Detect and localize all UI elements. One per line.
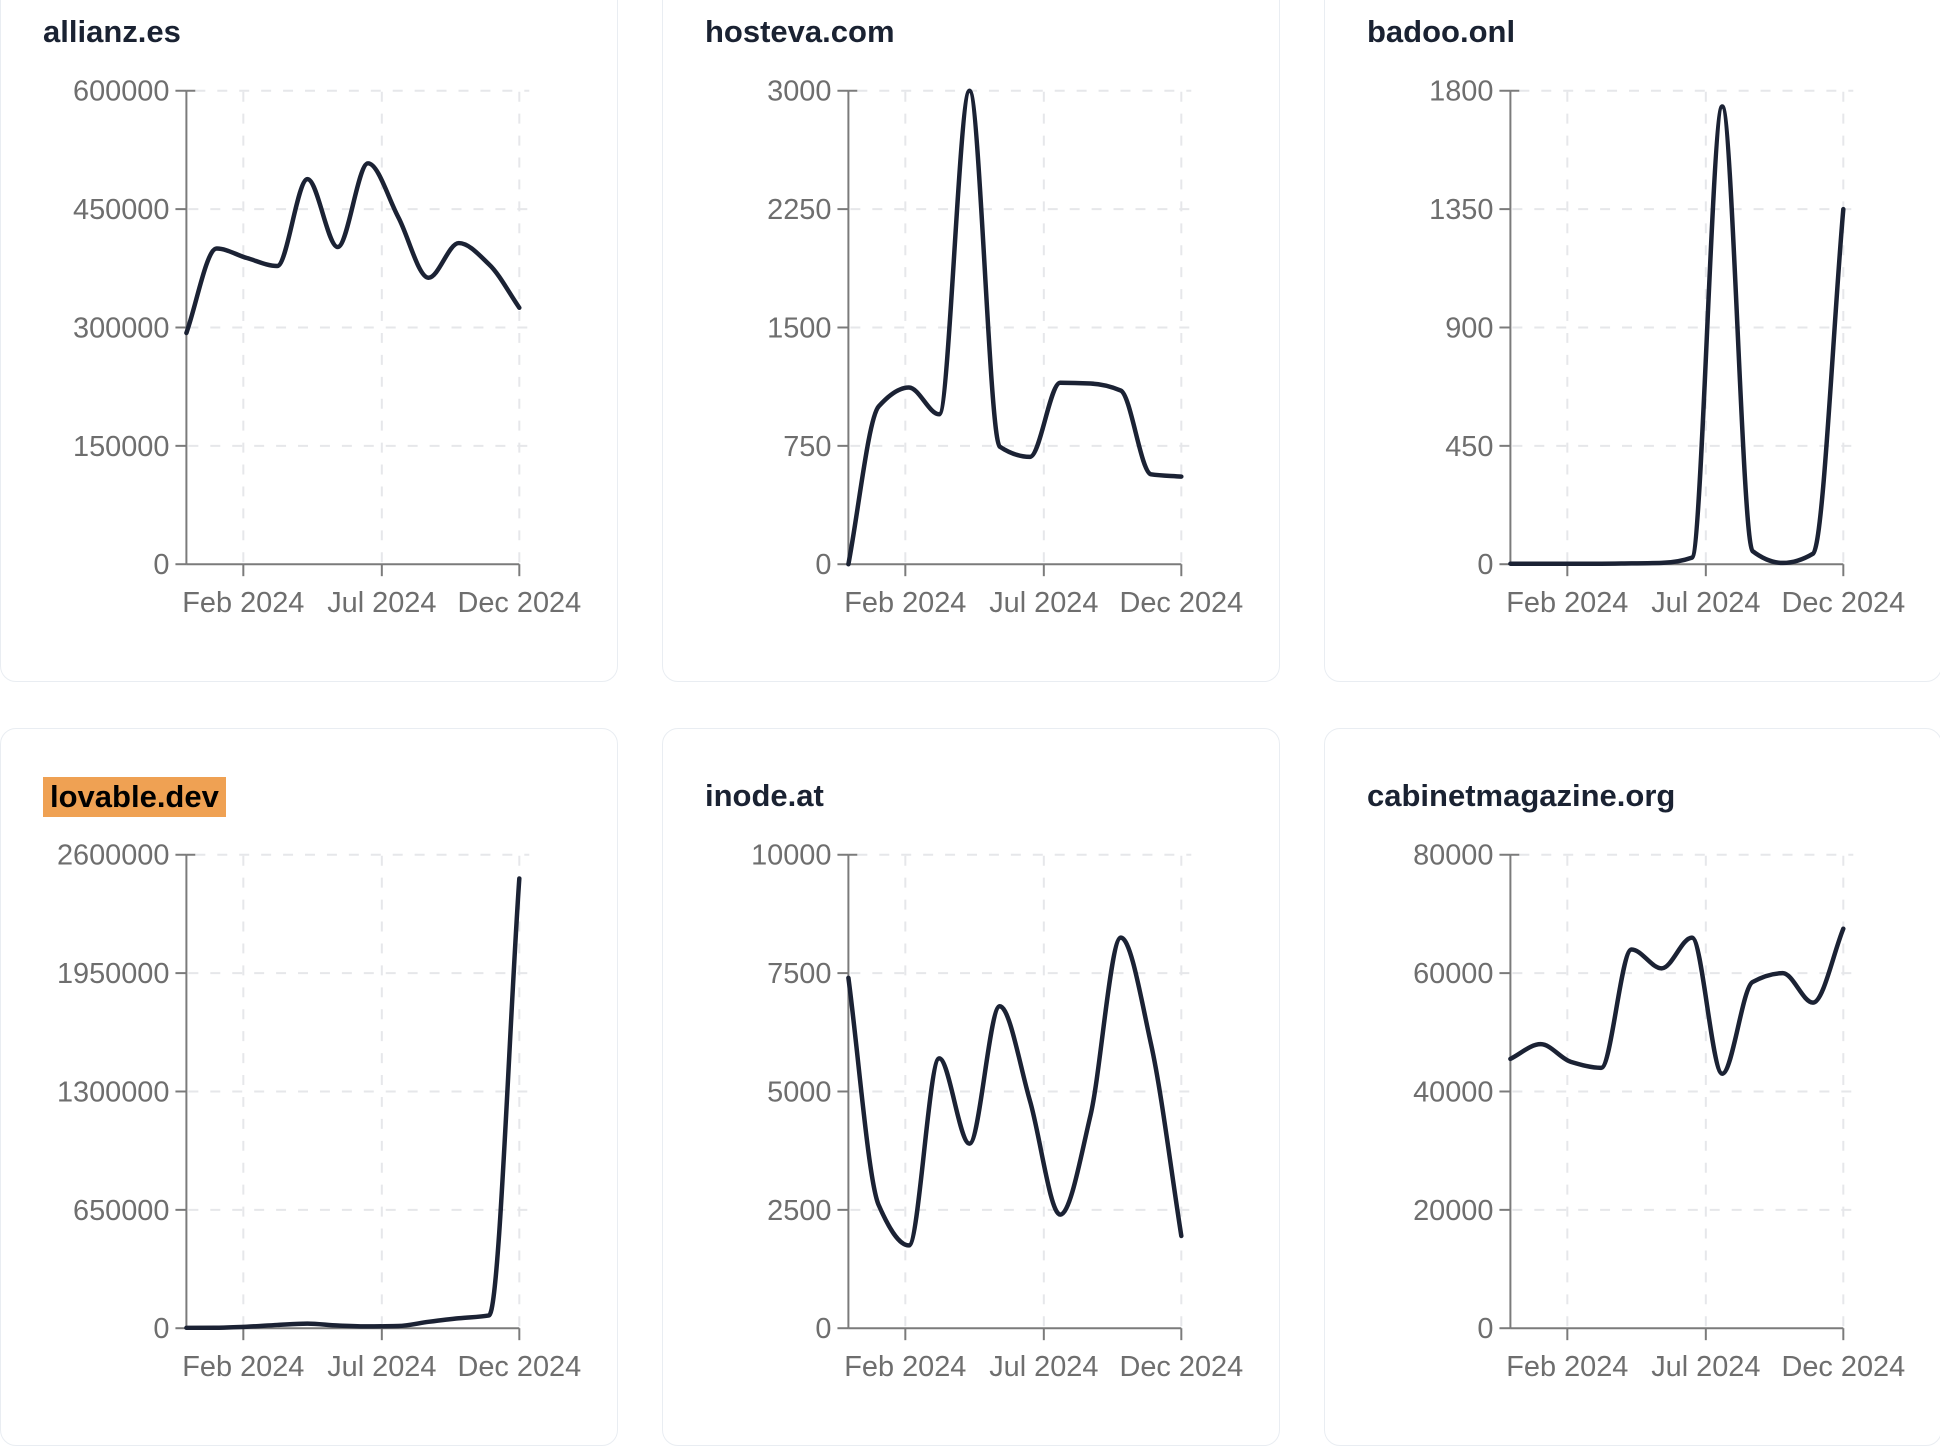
svg-text:Jul 2024: Jul 2024 — [327, 587, 436, 619]
svg-text:Feb 2024: Feb 2024 — [844, 587, 966, 619]
domain-card-cabinetmagazine-org[interactable]: cabinetmagazine.org 0 20000 40000 60000 8000… — [1324, 728, 1940, 1446]
domain-name-label: allianz.es — [43, 14, 181, 49]
domain-title: lovable.dev — [43, 777, 226, 817]
traffic-line-chart: 0 150000 300000 450000 600000 Feb 2024 Jul 202… — [73, 76, 581, 619]
svg-text:1300000: 1300000 — [57, 1076, 169, 1108]
svg-text:Jul 2024: Jul 2024 — [1651, 1351, 1760, 1383]
svg-text:0: 0 — [1477, 1313, 1493, 1345]
svg-text:Feb 2024: Feb 2024 — [182, 587, 304, 619]
svg-text:900: 900 — [1445, 312, 1493, 344]
domain-title: badoo.onl — [1367, 13, 1515, 51]
svg-text:80000: 80000 — [1413, 840, 1493, 872]
svg-text:Jul 2024: Jul 2024 — [1651, 587, 1760, 619]
svg-text:450: 450 — [1445, 431, 1493, 463]
svg-text:2500: 2500 — [767, 1195, 831, 1227]
svg-text:0: 0 — [1477, 549, 1493, 581]
domain-card-lovable-dev[interactable]: lovable.dev 0 650000 1300000 1950000 2600000… — [0, 728, 618, 1446]
svg-text:1500: 1500 — [767, 312, 831, 344]
traffic-line-chart: 0 20000 40000 60000 80000 Feb 2024 Jul 2024 Dec… — [1413, 840, 1905, 1383]
svg-text:Feb 2024: Feb 2024 — [1506, 587, 1628, 619]
svg-text:Dec 2024: Dec 2024 — [1119, 1351, 1243, 1383]
svg-text:7500: 7500 — [767, 958, 831, 990]
svg-text:Jul 2024: Jul 2024 — [327, 1351, 436, 1383]
domain-title: allianz.es — [43, 13, 181, 51]
domain-name-label: inode.at — [705, 778, 824, 813]
domain-name-label: badoo.onl — [1367, 14, 1516, 49]
svg-text:1800: 1800 — [1429, 76, 1493, 108]
traffic-line-chart: 0 2500 5000 7500 10000 Feb 2024 Jul 2024 Dec 20… — [751, 840, 1243, 1383]
svg-text:Jul 2024: Jul 2024 — [989, 587, 1098, 619]
svg-text:0: 0 — [153, 549, 169, 581]
domain-card-allianz-es[interactable]: allianz.es 0 150000 300000 450000 600000 Feb … — [0, 0, 618, 682]
svg-text:0: 0 — [815, 1313, 831, 1345]
svg-text:600000: 600000 — [73, 76, 169, 108]
svg-text:60000: 60000 — [1413, 958, 1493, 990]
domain-title: inode.at — [705, 777, 824, 815]
svg-text:Dec 2024: Dec 2024 — [1781, 1351, 1905, 1383]
svg-text:0: 0 — [153, 1313, 169, 1345]
svg-text:Dec 2024: Dec 2024 — [457, 1351, 581, 1383]
svg-text:Feb 2024: Feb 2024 — [1506, 1351, 1628, 1383]
svg-text:Jul 2024: Jul 2024 — [989, 1351, 1098, 1383]
domain-title: hosteva.com — [705, 13, 895, 51]
domain-name-label: cabinetmagazine.org — [1367, 778, 1676, 813]
svg-text:300000: 300000 — [73, 312, 169, 344]
domain-name-label: lovable.dev — [43, 777, 226, 817]
svg-text:Dec 2024: Dec 2024 — [457, 587, 581, 619]
domain-title: cabinetmagazine.org — [1367, 777, 1675, 815]
svg-text:40000: 40000 — [1413, 1076, 1493, 1108]
svg-text:450000: 450000 — [73, 194, 169, 226]
svg-text:150000: 150000 — [73, 431, 169, 463]
traffic-line-chart: 0 750 1500 2250 3000 Feb 2024 Jul 2024 Dec 2024 — [767, 76, 1243, 619]
svg-text:Dec 2024: Dec 2024 — [1119, 587, 1243, 619]
domain-card-inode-at[interactable]: inode.at 0 2500 5000 7500 10000 Feb 2024 Jul 2… — [662, 728, 1280, 1446]
svg-text:5000: 5000 — [767, 1076, 831, 1108]
svg-text:3000: 3000 — [767, 76, 831, 108]
svg-text:2600000: 2600000 — [57, 840, 169, 872]
svg-text:20000: 20000 — [1413, 1195, 1493, 1227]
svg-text:1950000: 1950000 — [57, 958, 169, 990]
traffic-line-chart: 0 450 900 1350 1800 Feb 2024 Jul 2024 Dec 2024 — [1429, 76, 1905, 619]
svg-text:Feb 2024: Feb 2024 — [844, 1351, 966, 1383]
svg-text:Dec 2024: Dec 2024 — [1781, 587, 1905, 619]
svg-text:650000: 650000 — [73, 1195, 169, 1227]
svg-text:750: 750 — [783, 431, 831, 463]
domain-name-label: hosteva.com — [705, 14, 895, 49]
svg-text:0: 0 — [815, 549, 831, 581]
svg-text:1350: 1350 — [1429, 194, 1493, 226]
domain-card-badoo-onl[interactable]: badoo.onl 0 450 900 1350 1800 Feb 2024 Jul 202… — [1324, 0, 1940, 682]
svg-text:2250: 2250 — [767, 194, 831, 226]
svg-text:10000: 10000 — [751, 840, 831, 872]
domain-card-hosteva-com[interactable]: hosteva.com 0 750 1500 2250 3000 Feb 2024 Jul … — [662, 0, 1280, 682]
svg-text:Feb 2024: Feb 2024 — [182, 1351, 304, 1383]
traffic-line-chart: 0 650000 1300000 1950000 2600000 Feb 2024 Jul … — [57, 840, 581, 1383]
